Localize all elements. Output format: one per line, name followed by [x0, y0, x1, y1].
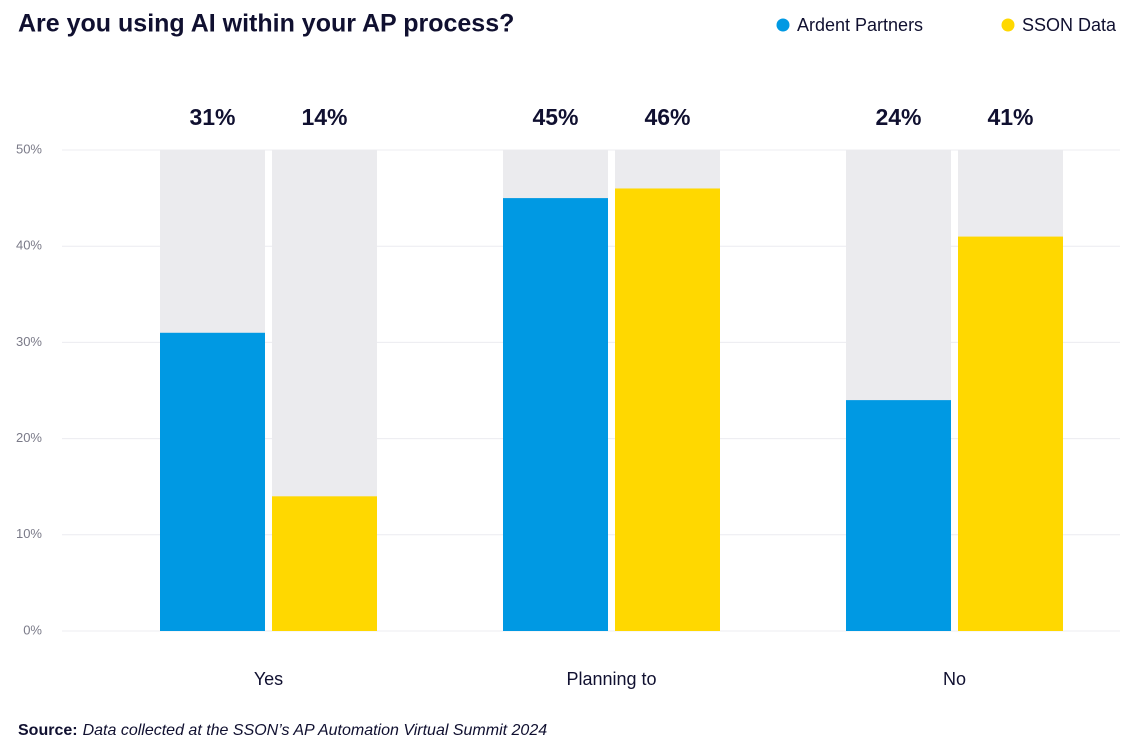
x-tick-label: No	[943, 669, 966, 689]
bar	[615, 188, 720, 632]
legend-label: SSON Data	[1022, 15, 1117, 35]
data-label: 24%	[875, 104, 921, 130]
data-label: 41%	[987, 104, 1033, 130]
y-tick-label: 0%	[23, 622, 42, 637]
chart-title: Are you using AI within your AP process?	[18, 10, 514, 38]
legend-marker	[1001, 18, 1015, 32]
data-label: 46%	[644, 104, 690, 130]
legend-marker	[776, 18, 790, 32]
x-tick-label: Yes	[254, 669, 283, 689]
data-label: 14%	[301, 104, 347, 130]
bar	[958, 236, 1063, 631]
source-text: Data collected at the SSON’s AP Automati…	[83, 722, 548, 739]
y-tick-label: 40%	[16, 238, 42, 253]
bar	[846, 400, 951, 631]
x-tick-label: Planning to	[566, 669, 656, 689]
source-label: Source:	[18, 722, 78, 739]
y-tick-label: 10%	[16, 526, 42, 541]
bar	[160, 332, 265, 631]
data-label: 31%	[189, 104, 235, 130]
y-tick-label: 30%	[16, 334, 42, 349]
legend-label: Ardent Partners	[797, 15, 923, 35]
data-label: 45%	[532, 104, 578, 130]
y-tick-label: 20%	[16, 430, 42, 445]
bar	[272, 496, 377, 631]
bar	[503, 198, 608, 631]
y-tick-label: 50%	[16, 141, 42, 156]
source: Source: Data collected at the SSON’s AP A…	[18, 722, 547, 739]
